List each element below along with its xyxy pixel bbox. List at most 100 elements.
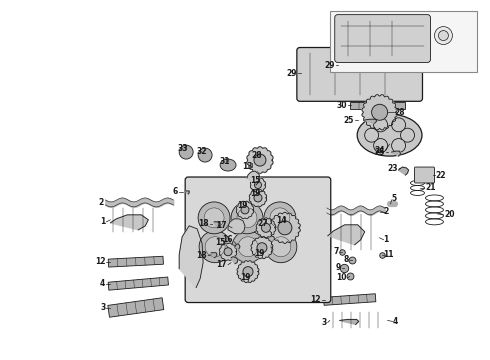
Circle shape [374, 139, 388, 153]
Text: 1: 1 [384, 235, 389, 244]
Text: 19: 19 [240, 273, 250, 282]
Circle shape [365, 128, 379, 142]
Circle shape [435, 27, 452, 45]
Text: 25: 25 [343, 116, 354, 125]
Text: 4: 4 [100, 279, 105, 288]
Text: 12: 12 [310, 295, 321, 304]
Circle shape [265, 231, 297, 263]
Circle shape [262, 223, 270, 232]
Circle shape [232, 231, 264, 263]
Text: 11: 11 [384, 250, 394, 259]
Polygon shape [247, 147, 273, 174]
Polygon shape [256, 218, 276, 238]
Text: 20: 20 [444, 210, 455, 219]
Text: 19: 19 [237, 201, 247, 210]
Text: 17: 17 [217, 260, 227, 269]
Bar [108, 256, 163, 267]
Text: 23: 23 [387, 163, 397, 172]
Text: 15: 15 [215, 238, 225, 247]
Circle shape [254, 154, 266, 166]
Circle shape [264, 202, 296, 234]
Circle shape [205, 237, 225, 257]
Polygon shape [247, 171, 260, 185]
Polygon shape [220, 243, 237, 260]
Bar [108, 277, 169, 290]
Polygon shape [185, 191, 189, 194]
Ellipse shape [357, 114, 422, 156]
Circle shape [243, 267, 253, 276]
Polygon shape [251, 237, 273, 259]
Text: 3: 3 [100, 303, 105, 312]
Circle shape [371, 104, 388, 120]
Circle shape [254, 181, 262, 189]
Circle shape [179, 145, 193, 159]
Polygon shape [250, 177, 266, 193]
Circle shape [198, 202, 230, 234]
Polygon shape [236, 201, 254, 219]
Circle shape [374, 118, 388, 132]
Text: 15: 15 [250, 176, 260, 185]
Circle shape [199, 231, 231, 263]
Polygon shape [328, 225, 365, 245]
Text: 22: 22 [436, 171, 446, 180]
Text: 1: 1 [100, 217, 105, 226]
Text: 16: 16 [222, 235, 233, 244]
Text: 19: 19 [254, 249, 264, 258]
Circle shape [270, 208, 290, 228]
Text: 19: 19 [250, 189, 260, 198]
Text: 25: 25 [374, 148, 385, 157]
Text: 14: 14 [277, 216, 287, 225]
Text: 2: 2 [384, 207, 389, 216]
Circle shape [237, 208, 257, 228]
Polygon shape [214, 222, 219, 228]
Circle shape [392, 118, 406, 132]
Text: 10: 10 [336, 273, 347, 282]
Text: 30: 30 [336, 101, 347, 110]
Circle shape [439, 31, 448, 41]
Polygon shape [362, 95, 397, 130]
Polygon shape [364, 119, 377, 123]
FancyBboxPatch shape [415, 167, 435, 183]
Text: 24: 24 [374, 145, 385, 154]
FancyBboxPatch shape [335, 15, 431, 62]
Circle shape [271, 237, 291, 257]
Text: 29: 29 [324, 61, 335, 70]
Text: 32: 32 [197, 147, 207, 156]
Circle shape [238, 237, 258, 257]
Text: 5: 5 [392, 194, 397, 203]
Circle shape [204, 208, 224, 228]
FancyBboxPatch shape [185, 177, 331, 302]
Polygon shape [110, 215, 148, 230]
Polygon shape [231, 257, 238, 264]
Circle shape [278, 221, 292, 235]
Polygon shape [211, 253, 217, 258]
Text: 28: 28 [252, 151, 262, 160]
Text: 7: 7 [333, 247, 339, 256]
Text: 18: 18 [198, 219, 209, 228]
Text: 12: 12 [95, 257, 105, 266]
Bar [323, 294, 376, 305]
Text: 27: 27 [258, 219, 268, 228]
Bar [108, 298, 164, 317]
Text: 29: 29 [286, 69, 297, 78]
Text: 2: 2 [98, 198, 103, 207]
Polygon shape [237, 261, 259, 283]
Bar [350, 102, 405, 109]
Polygon shape [228, 219, 245, 234]
FancyBboxPatch shape [297, 48, 422, 101]
Polygon shape [235, 244, 240, 249]
Circle shape [257, 243, 267, 253]
Circle shape [224, 248, 232, 256]
Text: 3: 3 [321, 318, 327, 327]
Circle shape [241, 206, 249, 214]
Text: 28: 28 [394, 108, 405, 117]
Text: 9: 9 [336, 263, 341, 272]
Ellipse shape [220, 159, 236, 171]
Polygon shape [340, 319, 359, 324]
Bar [330, 11, 477, 72]
Circle shape [392, 139, 406, 153]
Text: 8: 8 [343, 255, 349, 264]
Polygon shape [398, 167, 409, 175]
Circle shape [254, 194, 262, 202]
Text: 21: 21 [425, 184, 436, 193]
